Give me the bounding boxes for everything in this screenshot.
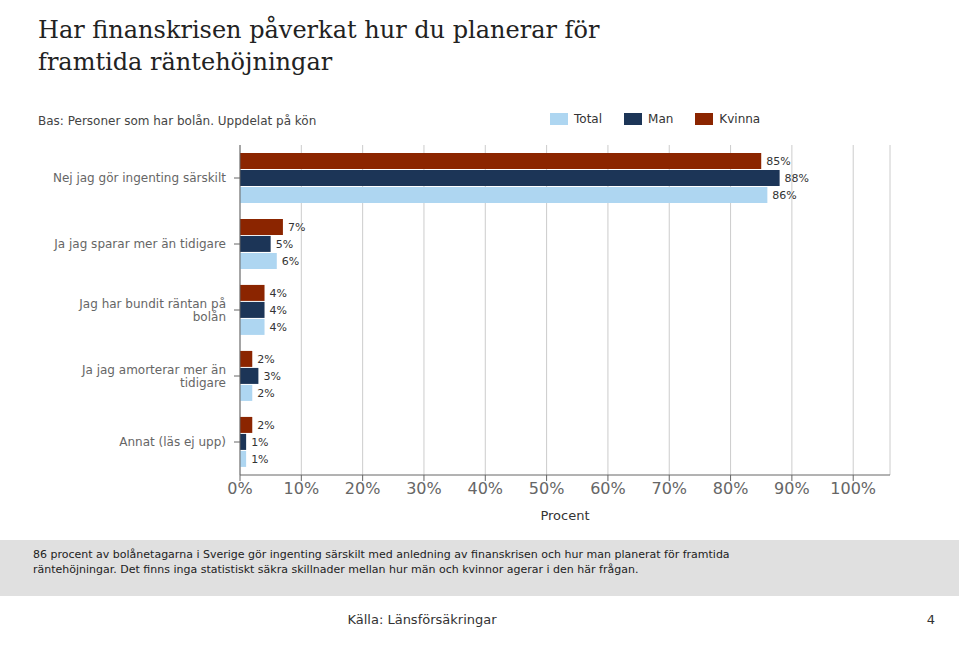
svg-text:100%: 100% [830, 479, 876, 498]
svg-text:50%: 50% [529, 479, 565, 498]
svg-text:80%: 80% [713, 479, 749, 498]
svg-text:2%: 2% [257, 419, 274, 432]
html-text:Total: Total [574, 112, 602, 126]
svg-text:86%: 86% [772, 189, 796, 202]
svg-text:0%: 0% [227, 479, 252, 498]
svg-text:20%: 20% [345, 479, 381, 498]
html-text:4: 4 [926, 612, 935, 627]
svg-text:Jag har bundit räntan påbolån: Jag har bundit räntan påbolån [78, 297, 226, 324]
svg-text:1%: 1% [251, 453, 268, 466]
svg-text:1%: 1% [251, 436, 268, 449]
html-text:86 procent av bolånetagarna i: 86 procent av bolånetagarna i Sverige gö… [33, 548, 730, 561]
svg-text:88%: 88% [785, 172, 809, 185]
svg-text:60%: 60% [590, 479, 626, 498]
html-text:Bas: Personer som har bolån. U: Bas: Personer som har bolån. Uppdelat på… [38, 114, 317, 128]
svg-text:10%: 10% [284, 479, 320, 498]
svg-text:90%: 90% [774, 479, 810, 498]
svg-text:40%: 40% [468, 479, 504, 498]
svg-text:4%: 4% [270, 321, 287, 334]
svg-text:Nej jag gör ingenting särskilt: Nej jag gör ingenting särskilt [53, 171, 226, 185]
html-text:Kvinna: Kvinna [719, 112, 761, 126]
html-text:Källa: Länsförsäkringar: Källa: Länsförsäkringar [347, 612, 497, 627]
svg-text:3%: 3% [263, 370, 280, 383]
svg-text:4%: 4% [270, 287, 287, 300]
svg-text:30%: 30% [406, 479, 442, 498]
svg-text:Ja jag sparar mer än tidigare: Ja jag sparar mer än tidigare [53, 237, 226, 251]
svg-text:Ja jag amorterar mer äntidigar: Ja jag amorterar mer äntidigare [81, 363, 226, 390]
html-text:räntehöjningar. Det finns inga: räntehöjningar. Det finns inga statistis… [33, 563, 639, 576]
svg-text:2%: 2% [257, 387, 274, 400]
svg-text:5%: 5% [276, 238, 293, 251]
svg-text:7%: 7% [288, 221, 305, 234]
svg-text:85%: 85% [766, 155, 790, 168]
html-text:Man: Man [648, 112, 674, 126]
svg-text:70%: 70% [651, 479, 687, 498]
svg-text:Annat (läs ej upp): Annat (läs ej upp) [119, 435, 226, 449]
html-text:framtida räntehöjningar: framtida räntehöjningar [38, 48, 333, 76]
svg-text:6%: 6% [282, 255, 299, 268]
svg-text:2%: 2% [257, 353, 274, 366]
html-text:Har finanskrisen påverkat hur: Har finanskrisen påverkat hur du planera… [38, 16, 600, 44]
svg-text:4%: 4% [270, 304, 287, 317]
svg-text:Procent: Procent [540, 508, 589, 523]
